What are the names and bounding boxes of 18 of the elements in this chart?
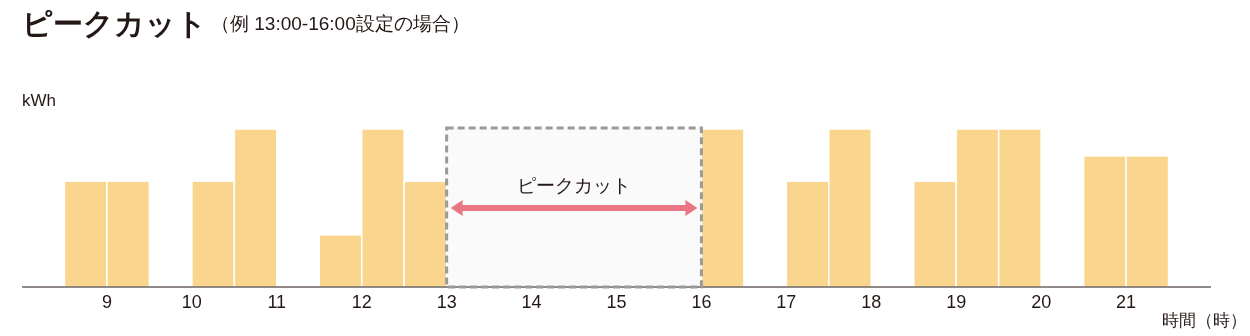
x-tick-label: 14 [521,292,542,312]
x-tick-label: 15 [606,292,627,312]
x-tick-label: 20 [1031,292,1052,312]
x-tick-label: 17 [776,292,797,312]
x-tick-label: 11 [267,292,287,312]
x-axis-title: 時間（時） [1162,311,1247,330]
x-tick-label: 18 [861,292,882,312]
chart-title: ピークカット [22,7,207,40]
chart-subtitle: （例 13:00-16:00設定の場合） [211,13,470,34]
x-tick-label: 13 [436,292,457,312]
x-tick-label: 10 [181,292,202,312]
x-tick-label: 19 [946,292,967,312]
x-tick-label: 16 [691,292,712,312]
x-tick-label: 12 [351,292,372,312]
band-label: ピークカット [517,175,632,196]
x-tick-label: 21 [1116,292,1137,312]
x-tick-label: 9 [101,292,112,312]
y-axis-title: kWh [22,91,56,110]
